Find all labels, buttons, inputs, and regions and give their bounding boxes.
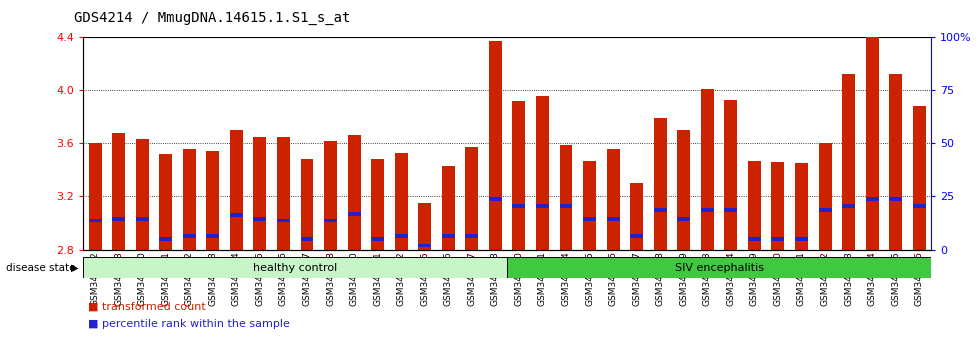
Bar [513,101,525,250]
Bar [583,217,596,221]
Bar [489,41,502,250]
Bar [348,135,361,250]
Bar [701,208,713,212]
Bar [771,162,784,250]
Bar [748,237,760,241]
Bar [230,130,243,250]
Bar [442,166,455,250]
Bar [371,237,384,241]
Bar [324,218,337,222]
Bar [795,237,808,241]
Bar [395,153,408,250]
Bar [630,183,643,250]
Bar [677,130,690,250]
Bar [748,161,760,250]
Bar [135,139,149,250]
Bar [701,89,713,250]
Bar [371,159,384,250]
Bar [230,213,243,217]
Bar [135,217,149,221]
Text: healthy control: healthy control [253,263,337,273]
Text: ■ percentile rank within the sample: ■ percentile rank within the sample [88,319,290,329]
Bar [654,208,666,212]
Bar [489,197,502,201]
Bar [183,234,196,238]
Bar [842,74,856,250]
Bar [865,4,879,250]
Bar [348,212,361,216]
Bar [277,218,290,222]
Bar [724,208,737,212]
Bar [724,99,737,250]
Bar [889,74,903,250]
Bar [583,161,596,250]
Bar [159,237,172,241]
Bar [607,217,619,221]
Bar [88,143,102,250]
Bar [842,204,856,207]
Bar [865,197,879,201]
Bar [207,152,220,250]
Bar [183,149,196,250]
Bar [607,149,619,250]
Bar [654,118,666,250]
Bar [395,234,408,238]
Bar [889,197,903,201]
Bar [301,237,314,241]
Text: GDS4214 / MmugDNA.14615.1.S1_s_at: GDS4214 / MmugDNA.14615.1.S1_s_at [74,11,350,25]
Bar [560,145,572,250]
Bar [159,154,172,250]
Bar [513,204,525,207]
Bar [677,217,690,221]
Bar [536,96,549,250]
Bar [254,217,267,221]
Bar [442,234,455,238]
Bar [277,137,290,250]
Bar [88,218,102,222]
Bar [818,208,831,212]
Text: ■ transformed count: ■ transformed count [88,301,206,311]
Bar [508,257,931,278]
Bar [795,163,808,250]
Bar [112,133,125,250]
Bar [112,217,125,221]
Bar [771,237,784,241]
Bar [560,204,572,207]
Bar [912,106,926,250]
Bar [630,234,643,238]
Text: disease state: disease state [6,263,78,273]
Bar [818,143,831,250]
Bar [324,141,337,250]
Bar [83,257,508,278]
Bar [418,244,431,247]
Bar [207,234,220,238]
Text: SIV encephalitis: SIV encephalitis [674,263,763,273]
Bar [466,234,478,238]
Text: ▶: ▶ [71,263,78,273]
Bar [536,204,549,207]
Bar [254,137,267,250]
Bar [912,204,926,207]
Bar [301,159,314,250]
Bar [418,203,431,250]
Bar [466,147,478,250]
